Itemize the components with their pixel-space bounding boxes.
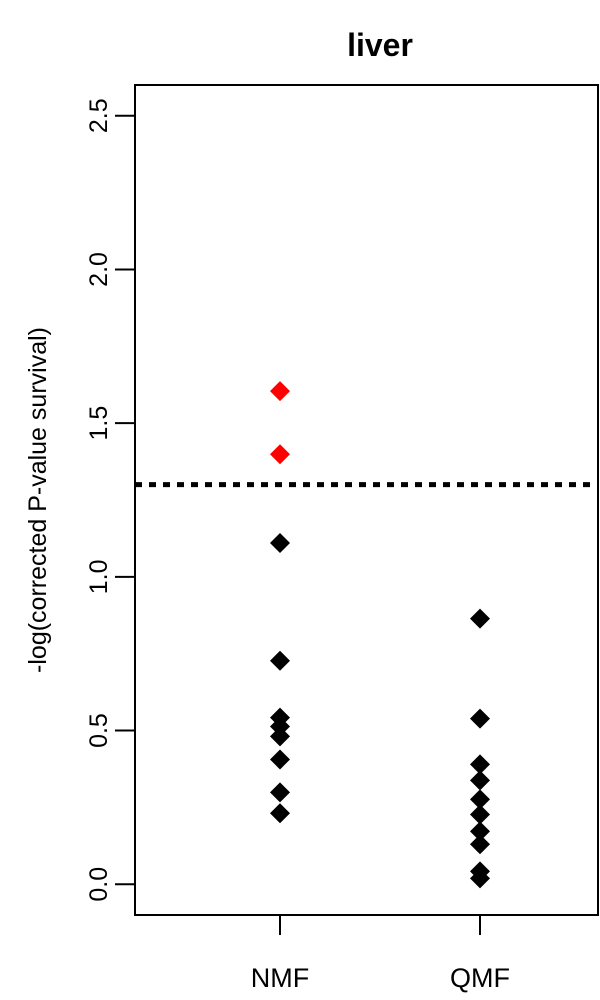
point [270,444,290,465]
y-axis-label: -log(corrected P-value survival) [24,327,52,673]
point [270,782,290,803]
chart-title: liver [347,27,413,63]
point [470,804,490,825]
point [270,749,290,770]
point [470,834,490,855]
point [270,381,290,402]
point [470,608,490,629]
y-tick-label: 1.0 [85,559,113,594]
y-tick-label: 0.5 [85,713,113,748]
point [270,726,290,747]
point [270,533,290,554]
point [470,789,490,810]
x-tick-label: QMF [450,963,510,993]
point [470,708,490,729]
x-tick-label: NMF [251,963,309,993]
plot-frame [134,84,599,916]
y-tick-label: 2.5 [85,98,113,133]
y-tick-label: 1.5 [85,406,113,441]
point [470,821,490,842]
point [470,868,490,889]
point [470,770,490,791]
point [270,650,290,671]
y-tick-label: 2.0 [85,252,113,287]
point [470,754,490,775]
y-tick-label: 0.0 [85,867,113,902]
point [270,803,290,824]
